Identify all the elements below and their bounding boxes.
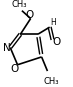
Text: O: O: [53, 37, 61, 47]
Text: O: O: [26, 10, 34, 20]
Text: H: H: [50, 18, 56, 27]
Text: CH₃: CH₃: [12, 0, 27, 9]
Text: O: O: [10, 64, 19, 74]
Text: N: N: [3, 43, 10, 53]
Text: CH₃: CH₃: [43, 77, 59, 86]
